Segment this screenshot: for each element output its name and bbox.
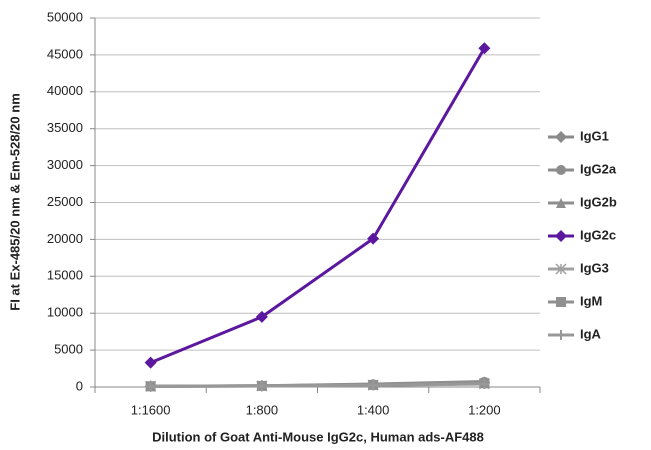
marker <box>368 380 379 391</box>
marker <box>256 381 267 392</box>
legend-label: IgG1 <box>580 128 609 143</box>
marker <box>255 310 268 323</box>
y-tick-label: 45000 <box>47 46 83 61</box>
series-line <box>150 382 485 388</box>
y-tick-label: 15000 <box>47 268 83 283</box>
y-tick-label: 30000 <box>47 157 83 172</box>
marker <box>555 230 567 242</box>
legend-label: IgG3 <box>580 260 609 275</box>
legend-label: IgA <box>580 326 602 341</box>
marker <box>555 263 567 275</box>
marker <box>367 232 380 245</box>
legend-label: IgG2a <box>580 161 617 176</box>
marker <box>555 131 567 143</box>
y-tick-label: 5000 <box>54 342 83 357</box>
marker <box>478 42 491 55</box>
y-axis-label: FI at Ex-485/20 nm & Em-528/20 nm <box>7 93 22 310</box>
y-tick-label: 0 <box>76 378 83 393</box>
marker <box>145 381 156 392</box>
y-tick-label: 10000 <box>47 305 83 320</box>
y-tick-label: 20000 <box>47 231 83 246</box>
marker <box>556 198 566 208</box>
marker <box>556 165 566 175</box>
y-tick-label: 40000 <box>47 83 83 98</box>
marker <box>556 297 566 307</box>
legend-label: IgG2c <box>580 227 616 242</box>
marker <box>556 330 566 340</box>
x-tick-label: 1:800 <box>246 402 279 417</box>
series-line <box>150 47 486 365</box>
y-tick-label: 50000 <box>47 9 83 24</box>
x-axis-label: Dilution of Goat Anti-Mouse IgG2c, Human… <box>152 429 484 444</box>
x-tick-label: 1:1600 <box>131 402 171 417</box>
y-tick-label: 25000 <box>47 194 83 209</box>
legend-label: IgG2b <box>580 194 617 209</box>
marker <box>144 356 157 369</box>
y-tick-label: 35000 <box>47 120 83 135</box>
marker <box>479 379 490 390</box>
x-tick-label: 1:200 <box>468 402 501 417</box>
legend-label: IgM <box>580 293 602 308</box>
x-tick-label: 1:400 <box>357 402 390 417</box>
